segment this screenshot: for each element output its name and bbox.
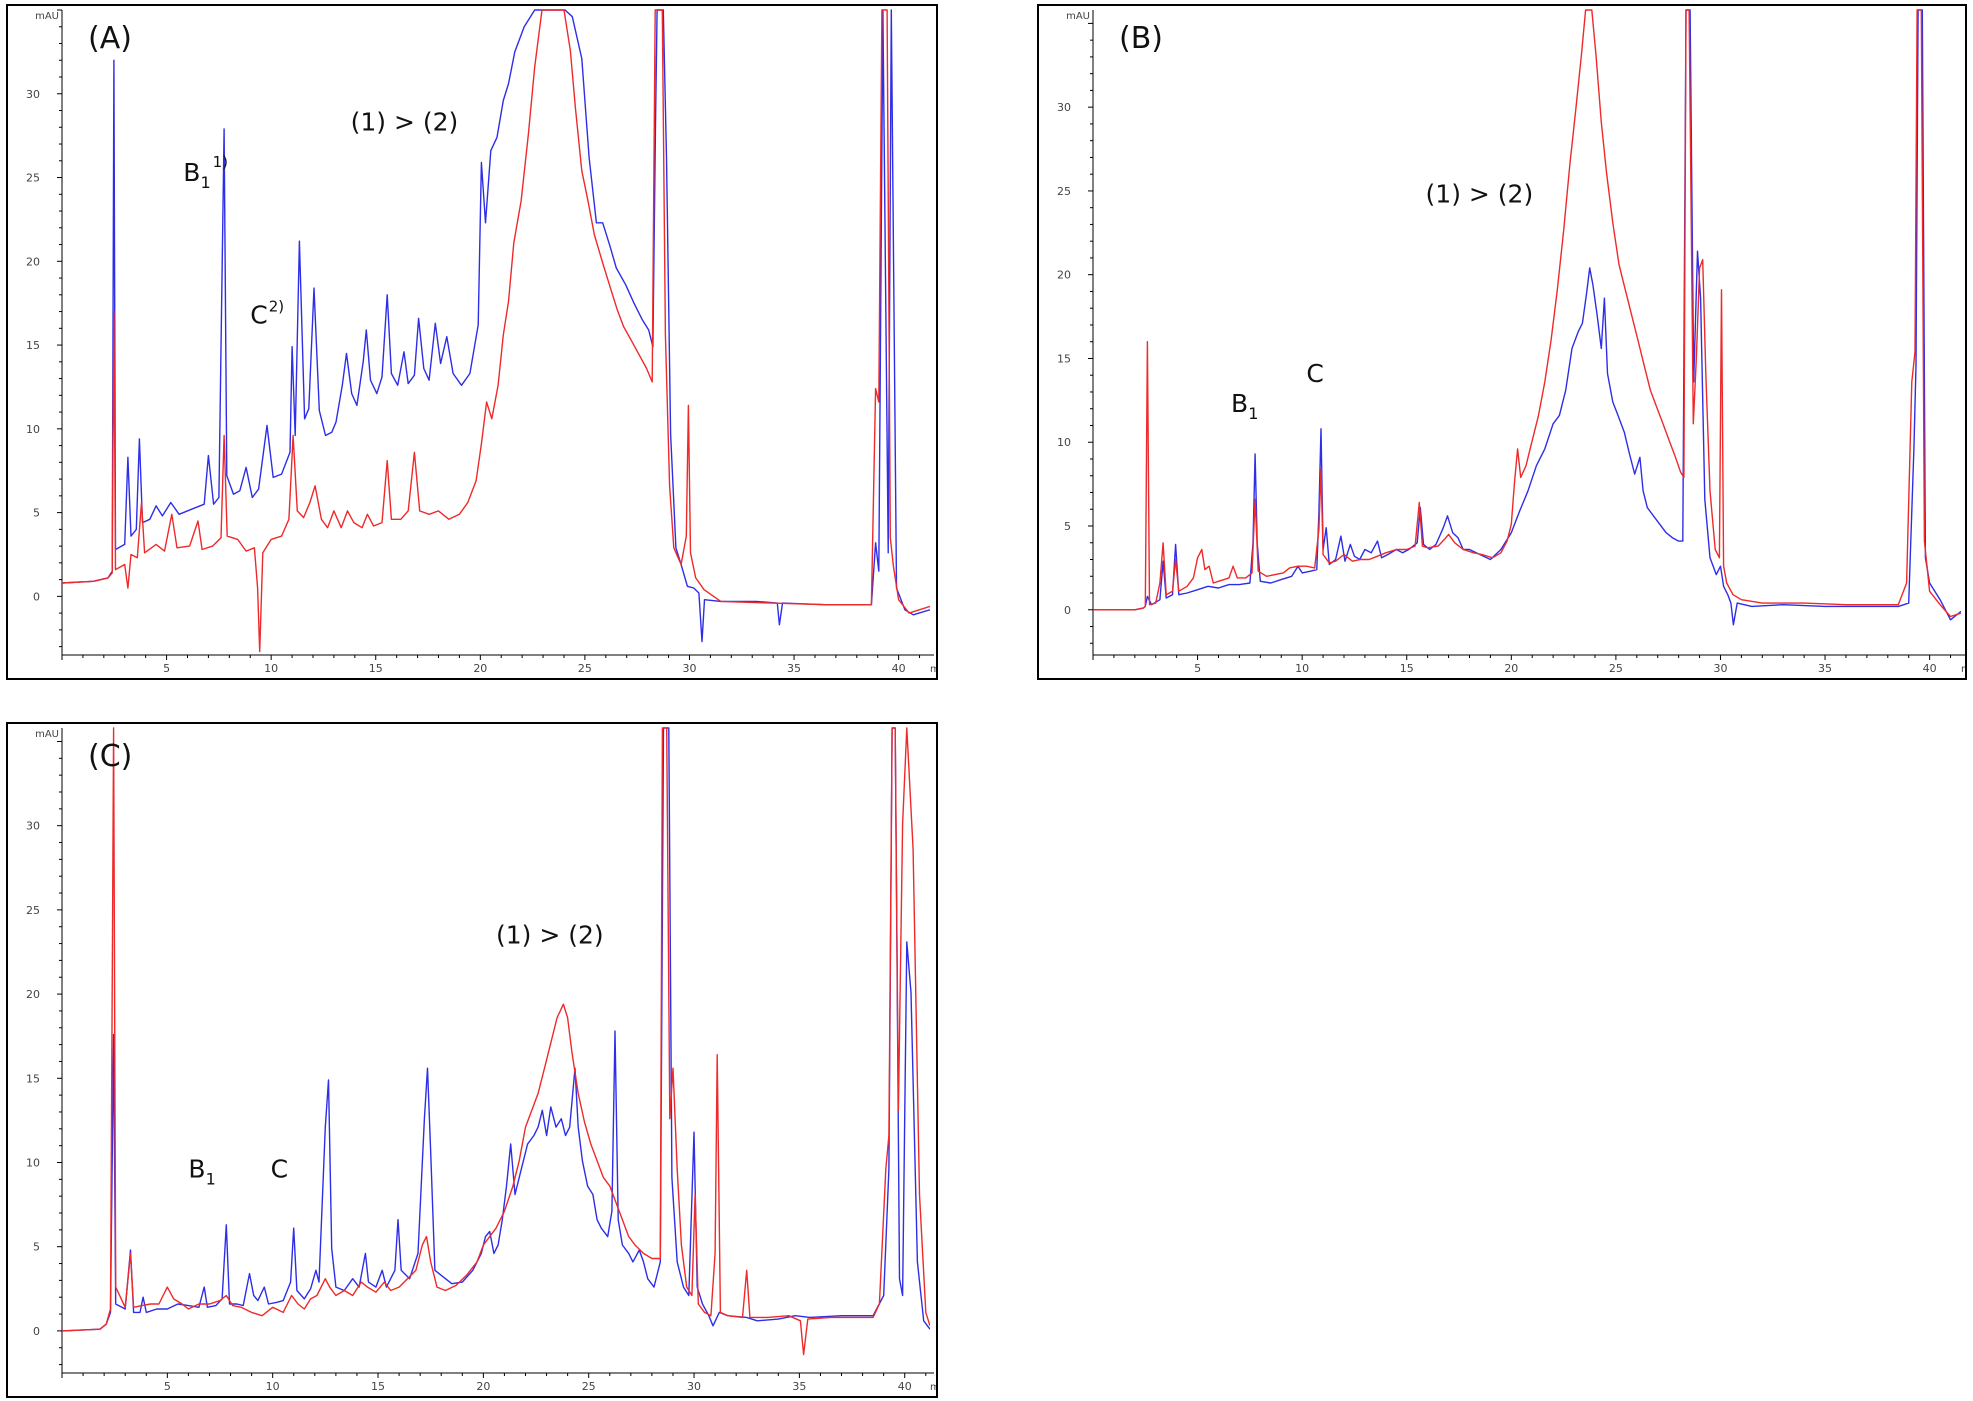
peak-annotation: C xyxy=(271,1155,288,1184)
x-tick-label: 40 xyxy=(1923,662,1937,675)
trace-series-2 xyxy=(1093,9,1961,618)
y-tick-label: 15 xyxy=(26,339,40,352)
x-tick-label: 10 xyxy=(1295,662,1309,675)
x-tick-label: 15 xyxy=(369,662,383,675)
panel-label: (C) xyxy=(88,739,132,774)
x-tick-label: 20 xyxy=(1504,662,1518,675)
peak-annotation: B1 xyxy=(188,1155,215,1189)
y-tick-label: 0 xyxy=(33,1325,40,1338)
panel-label: (B) xyxy=(1119,21,1163,56)
x-axis-unit: min xyxy=(1961,664,1965,675)
y-tick-label: 15 xyxy=(26,1072,40,1085)
peak-annotation: B1 xyxy=(1231,389,1258,423)
x-tick-label: 35 xyxy=(1818,662,1832,675)
peak-annotation: B11) xyxy=(183,153,228,192)
y-tick-label: 30 xyxy=(26,820,40,833)
y-tick-label: 0 xyxy=(1064,604,1071,617)
x-tick-label: 25 xyxy=(578,662,592,675)
x-axis-unit: min xyxy=(930,664,936,675)
x-tick-label: 10 xyxy=(264,662,278,675)
x-tick-label: 10 xyxy=(266,1380,280,1393)
x-tick-label: 25 xyxy=(582,1380,596,1393)
y-tick-label: 30 xyxy=(26,88,40,101)
x-tick-label: 15 xyxy=(371,1380,385,1393)
peak-annotation: C xyxy=(1306,359,1323,388)
x-tick-label: 40 xyxy=(892,662,906,675)
y-axis-unit: mAU xyxy=(35,11,59,22)
panel-label: (A) xyxy=(88,21,132,56)
y-tick-label: 10 xyxy=(26,423,40,436)
x-tick-label: 15 xyxy=(1400,662,1414,675)
trace-series-1 xyxy=(1093,9,1961,626)
y-tick-label: 25 xyxy=(26,172,40,185)
chart-a-svg: 5 10 15 20 25 30 35 40 0 5 10 15 20 25 30 mAU min (A) B11)… xyxy=(26,9,936,675)
x-tick-label: 30 xyxy=(1713,662,1727,675)
chromatogram-panel-a: 5 10 15 20 25 30 35 40 0 5 10 15 20 25 30 mAU min (A) B11)… xyxy=(6,4,938,680)
peak-annotation: C2) xyxy=(250,297,284,329)
y-tick-label: 20 xyxy=(1057,269,1071,282)
x-tick-label: 35 xyxy=(792,1380,806,1393)
y-tick-label: 10 xyxy=(26,1156,40,1169)
y-tick-label: 25 xyxy=(26,904,40,917)
y-tick-label: 20 xyxy=(26,988,40,1001)
x-tick-label: 5 xyxy=(164,1380,171,1393)
x-tick-label: 5 xyxy=(1194,662,1201,675)
x-tick-label: 40 xyxy=(898,1380,912,1393)
y-tick-label: 25 xyxy=(1057,185,1071,198)
chromatogram-panel-b: 5 10 15 20 25 30 35 40 0 5 10 15 20 25 30 mAU min (B) B1 C (… xyxy=(1037,4,1967,680)
x-axis-unit: min xyxy=(930,1382,936,1393)
trace-series-2 xyxy=(62,727,930,1356)
y-axis-unit: mAU xyxy=(35,729,59,740)
chart-c-svg: 5 10 15 20 25 30 35 40 0 5 10 15 20 25 30 mAU min (C) B1 C (… xyxy=(26,727,936,1393)
y-tick-label: 5 xyxy=(1064,520,1071,533)
chart-b-svg: 5 10 15 20 25 30 35 40 0 5 10 15 20 25 30 mAU min (B) B1 C (… xyxy=(1057,9,1965,675)
trace-series-2 xyxy=(62,9,930,653)
y-tick-label: 30 xyxy=(1057,101,1071,114)
y-tick-label: 0 xyxy=(33,590,40,603)
x-tick-label: 30 xyxy=(682,662,696,675)
y-tick-label: 15 xyxy=(1057,352,1071,365)
x-tick-label: 20 xyxy=(473,662,487,675)
x-tick-label: 25 xyxy=(1609,662,1623,675)
trace-series-1 xyxy=(62,9,930,643)
peak-annotation: (1) > (2) xyxy=(351,108,459,137)
y-tick-label: 5 xyxy=(33,1241,40,1254)
y-axis-unit: mAU xyxy=(1066,11,1090,22)
chromatogram-panel-c: 5 10 15 20 25 30 35 40 0 5 10 15 20 25 30 mAU min (C) B1 C (… xyxy=(6,722,938,1398)
y-tick-label: 20 xyxy=(26,255,40,268)
y-tick-label: 5 xyxy=(33,507,40,520)
x-tick-label: 35 xyxy=(787,662,801,675)
peak-annotation: (1) > (2) xyxy=(1426,180,1534,209)
peak-annotation: (1) > (2) xyxy=(496,921,604,950)
trace-series-1 xyxy=(62,727,930,1332)
x-tick-label: 30 xyxy=(687,1380,701,1393)
x-tick-label: 5 xyxy=(163,662,170,675)
x-tick-label: 20 xyxy=(476,1380,490,1393)
y-tick-label: 10 xyxy=(1057,436,1071,449)
